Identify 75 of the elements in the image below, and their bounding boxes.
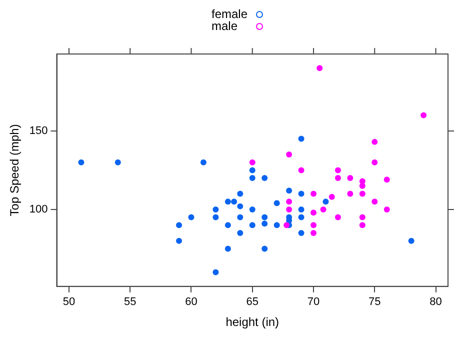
x-axis-title: height (in) [226,315,280,330]
x-tick-label: 75 [368,296,381,308]
point [286,188,292,194]
point [322,198,329,205]
point [262,220,268,227]
point [114,159,121,166]
point [359,190,366,197]
point [231,198,238,205]
point [249,222,256,228]
point [359,222,366,228]
point [274,200,280,206]
point [310,190,317,197]
point [372,159,378,166]
point [262,214,268,220]
point [310,210,317,216]
point [249,159,256,166]
point [298,190,304,197]
point [262,246,268,252]
point [347,190,354,197]
point [262,175,268,182]
point [328,194,335,200]
point [298,230,304,236]
point [176,222,182,228]
point [200,159,206,166]
point [298,206,304,212]
point [334,214,341,220]
point [249,175,256,182]
x-tick-label: 80 [430,296,442,308]
point [286,152,292,158]
x-tick-label: 65 [246,296,258,308]
legend-label: female [210,7,249,21]
point [284,222,290,228]
x-tick-label: 55 [124,296,136,308]
point [188,214,194,220]
point [372,138,378,145]
point [320,206,326,212]
point [310,230,317,236]
y-tick-label: 100 [29,203,48,216]
point [298,136,304,142]
point [298,167,304,174]
point [224,246,231,252]
point [237,214,244,220]
y-tick-label: 150 [29,124,48,137]
point [78,159,84,166]
point [212,214,219,220]
point [298,214,304,220]
point [384,206,390,212]
point [224,198,231,205]
point [212,269,219,276]
point [310,222,317,228]
point [286,206,292,212]
point [224,222,231,228]
point [347,175,354,182]
point [384,176,390,183]
point [334,167,341,174]
point [286,198,292,205]
point [237,203,244,210]
point [274,222,280,228]
legend-label: male [210,19,238,33]
point [249,167,256,174]
x-tick-label: 70 [307,296,320,308]
point [176,238,182,244]
point [359,214,366,220]
x-tick-label: 60 [185,296,198,308]
point [237,190,244,197]
point [420,112,427,118]
point [249,206,256,212]
point [212,206,219,212]
point [372,198,378,205]
x-tick-label: 50 [62,296,76,308]
point [334,175,341,182]
y-axis-title: Top Speed (mph) [8,124,22,216]
point [408,238,414,244]
point [316,65,323,72]
point [237,230,244,236]
